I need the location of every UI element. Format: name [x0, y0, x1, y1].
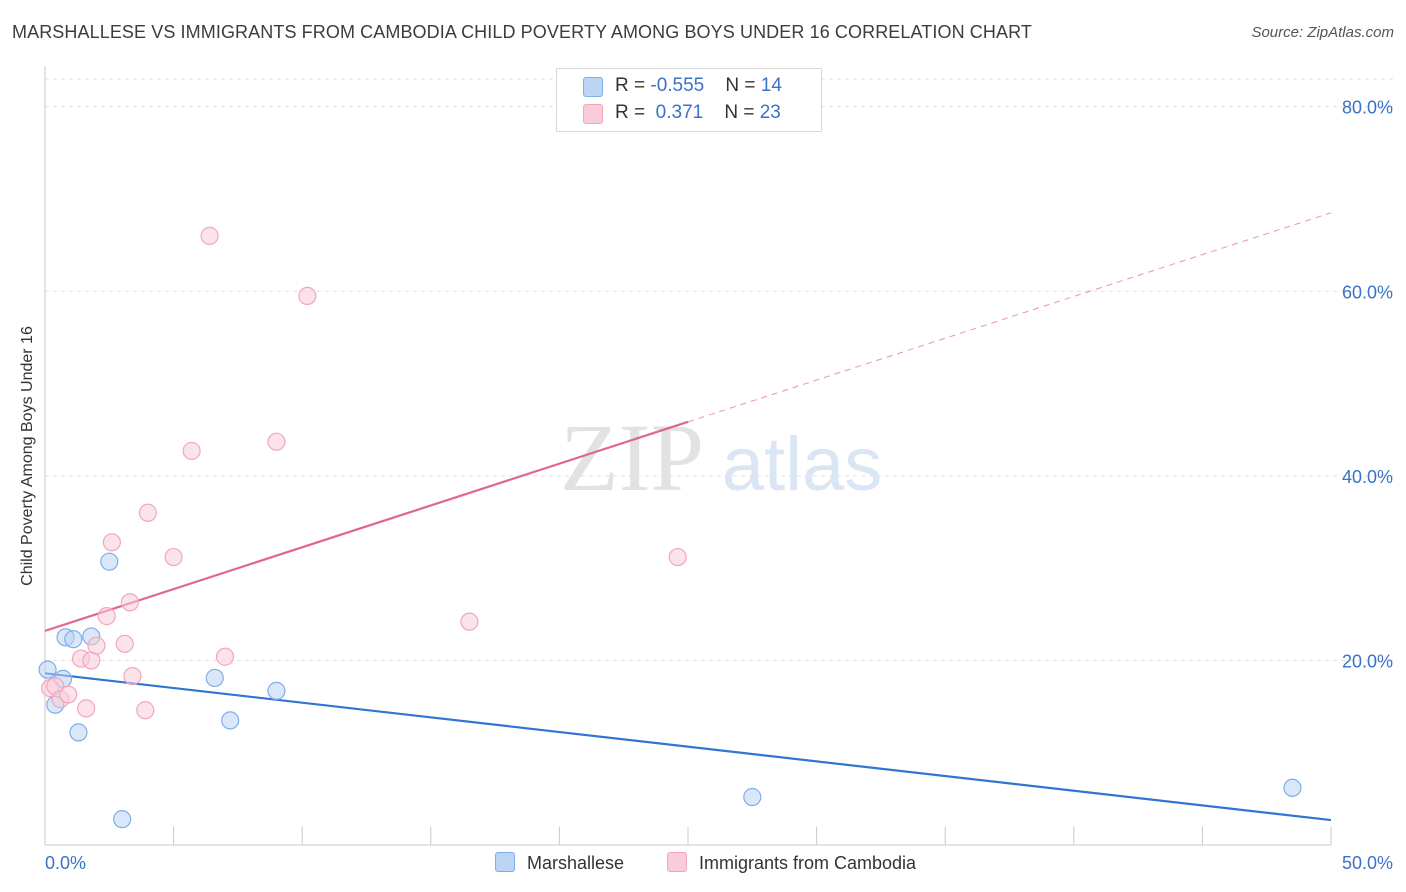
cambodia-point [298, 286, 317, 305]
r-value: 0.371 [650, 102, 704, 123]
marshallese-point [64, 630, 83, 649]
bottom-legend-cambodia: Immigrants from Cambodia [667, 852, 916, 874]
tick-labels: 20.0% 40.0% 60.0% 80.0% 0.0% 50.0% [45, 98, 1393, 873]
marshallese-point [1283, 778, 1302, 797]
watermark-atlas: atlas [722, 422, 883, 507]
n-value: 14 [760, 75, 782, 96]
x-tick-label: 0.0% [45, 853, 86, 873]
marshallese-point [267, 681, 286, 700]
cambodia-point [120, 593, 139, 612]
cambodia-point [115, 634, 134, 653]
y-tick-label: 40.0% [1342, 467, 1393, 487]
cambodia-legend-swatch [667, 852, 687, 872]
x-tick-label: 50.0% [1342, 853, 1393, 873]
trend-line-extension [687, 212, 1332, 423]
cambodia-point [138, 503, 157, 522]
source-label: Source: ZipAtlas.com [1251, 24, 1394, 41]
y-tick-label: 20.0% [1342, 651, 1393, 671]
r-value: -0.555 [650, 75, 705, 96]
cambodia-point [97, 607, 116, 626]
cambodia-point [460, 612, 479, 631]
marshallese-point [38, 660, 57, 679]
cambodia-point [182, 441, 201, 461]
cambodia-point [215, 647, 235, 666]
marshallese-legend-label: Marshallese [527, 853, 625, 873]
cambodia-point [267, 432, 286, 451]
marshallese-point [69, 723, 88, 742]
marshallese-swatch [583, 77, 603, 97]
cambodia-point [668, 547, 687, 567]
data-points [38, 226, 1302, 829]
y-tick-label: 60.0% [1342, 282, 1393, 302]
marshallese-point [113, 810, 132, 829]
marshallese-point [100, 552, 119, 571]
cambodia-point [59, 685, 78, 704]
cambodia-legend-label: Immigrants from Cambodia [699, 853, 917, 873]
cambodia-point [200, 226, 219, 245]
cambodia-point [164, 547, 183, 567]
axes [44, 66, 1332, 846]
cambodia-point [123, 667, 142, 686]
gridlines [45, 78, 1393, 661]
n-value: 23 [759, 102, 781, 123]
marshallese-legend-swatch [495, 852, 515, 872]
chart-title: MARSHALLESE VS IMMIGRANTS FROM CAMBODIA … [12, 22, 1032, 42]
cambodia-point [102, 533, 121, 552]
marshallese-point [221, 711, 240, 730]
r-label: R = [615, 102, 651, 123]
cambodia-point [77, 699, 96, 718]
marshallese-point [743, 787, 762, 807]
n-label: N = [725, 75, 761, 96]
marshallese-point [205, 668, 224, 688]
n-label: N = [724, 102, 760, 123]
watermark-zip: ZIP [560, 404, 704, 511]
trend-lines [44, 212, 1332, 822]
cambodia-point [87, 636, 106, 655]
cambodia-swatch [583, 104, 603, 124]
cambodia-point [136, 701, 155, 720]
watermark: ZIP atlas [560, 404, 882, 511]
y-tick-label: 80.0% [1342, 98, 1393, 118]
r-label: R = [615, 75, 651, 96]
trend-line [44, 672, 1332, 822]
stats-legend: R = -0.555 N = 14 R = 0.371 N = 23 [556, 68, 822, 132]
bottom-legend-marshallese: Marshallese [495, 852, 624, 874]
trend-line [44, 420, 689, 632]
